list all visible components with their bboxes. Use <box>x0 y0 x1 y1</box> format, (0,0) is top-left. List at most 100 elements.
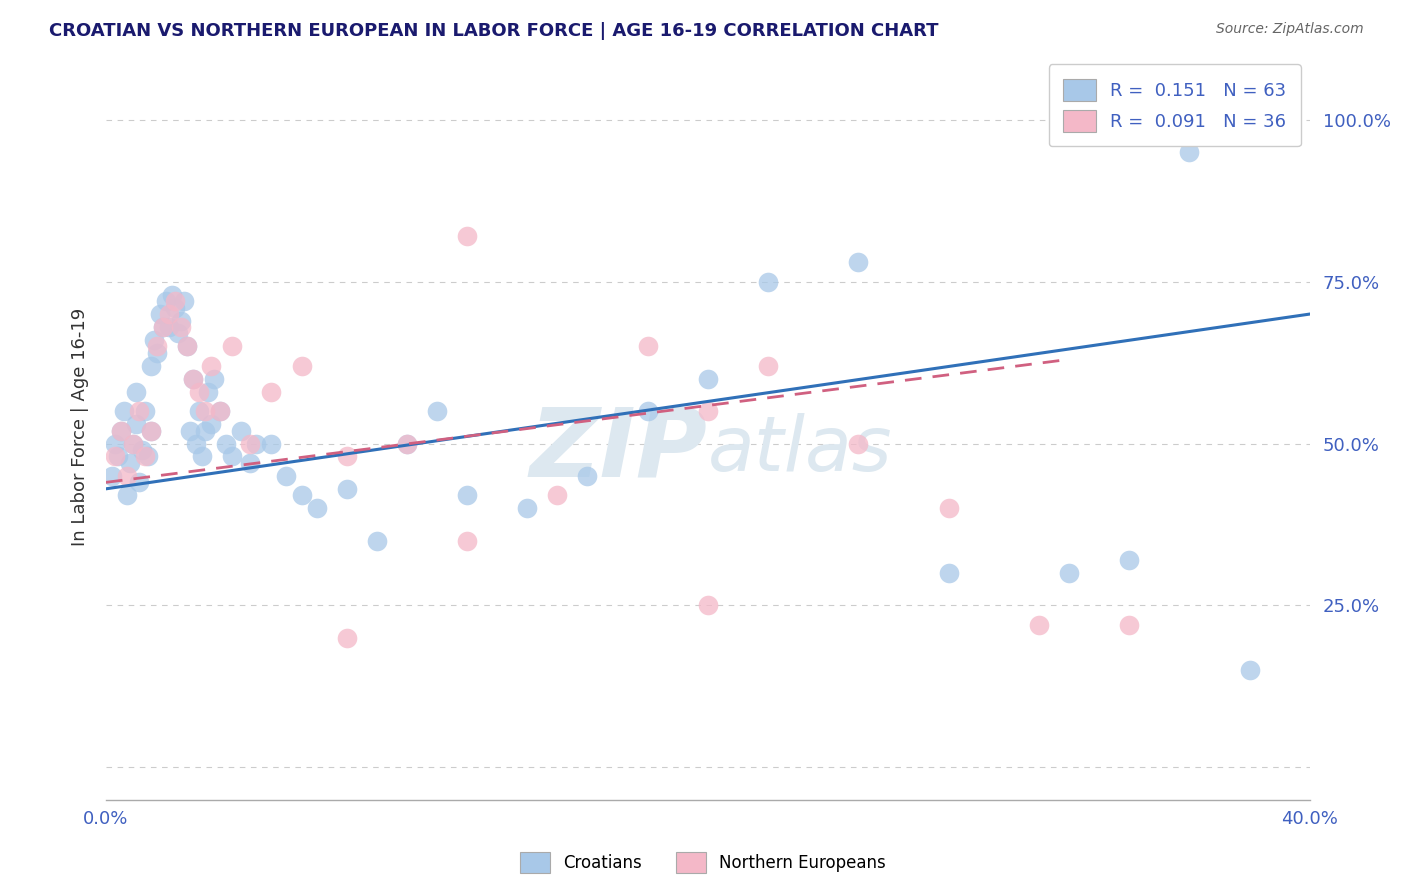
Point <box>637 339 659 353</box>
Point <box>456 229 478 244</box>
Point <box>756 275 779 289</box>
Point <box>576 468 599 483</box>
Point <box>188 404 211 418</box>
Point <box>152 320 174 334</box>
Point <box>155 294 177 309</box>
Point <box>139 359 162 373</box>
Point <box>149 307 172 321</box>
Point <box>157 320 180 334</box>
Point <box>115 468 138 483</box>
Point <box>209 404 232 418</box>
Point <box>118 456 141 470</box>
Point <box>846 255 869 269</box>
Point <box>426 404 449 418</box>
Point <box>125 417 148 431</box>
Point <box>696 372 718 386</box>
Point <box>191 450 214 464</box>
Point <box>366 533 388 548</box>
Point <box>125 384 148 399</box>
Point <box>637 404 659 418</box>
Point <box>194 404 217 418</box>
Point <box>173 294 195 309</box>
Point <box>107 450 129 464</box>
Point <box>115 488 138 502</box>
Point <box>395 436 418 450</box>
Point <box>128 475 150 490</box>
Point <box>456 533 478 548</box>
Point <box>395 436 418 450</box>
Point <box>167 326 190 341</box>
Point <box>290 359 312 373</box>
Point <box>170 313 193 327</box>
Point <box>194 424 217 438</box>
Point <box>290 488 312 502</box>
Point <box>215 436 238 450</box>
Point <box>276 468 298 483</box>
Point <box>146 339 169 353</box>
Point <box>139 424 162 438</box>
Point <box>516 501 538 516</box>
Text: CROATIAN VS NORTHERN EUROPEAN IN LABOR FORCE | AGE 16-19 CORRELATION CHART: CROATIAN VS NORTHERN EUROPEAN IN LABOR F… <box>49 22 939 40</box>
Point <box>336 631 359 645</box>
Point <box>200 359 222 373</box>
Point <box>239 456 262 470</box>
Legend: Croatians, Northern Europeans: Croatians, Northern Europeans <box>513 846 893 880</box>
Point <box>260 436 283 450</box>
Point <box>143 333 166 347</box>
Point <box>179 424 201 438</box>
Point <box>101 468 124 483</box>
Point <box>181 372 204 386</box>
Point <box>336 482 359 496</box>
Point <box>221 450 243 464</box>
Point <box>128 404 150 418</box>
Point <box>110 424 132 438</box>
Point <box>165 301 187 315</box>
Text: Source: ZipAtlas.com: Source: ZipAtlas.com <box>1216 22 1364 37</box>
Point <box>336 450 359 464</box>
Point <box>188 384 211 399</box>
Point <box>221 339 243 353</box>
Point <box>1057 566 1080 580</box>
Point <box>176 339 198 353</box>
Point <box>165 294 187 309</box>
Point <box>176 339 198 353</box>
Point <box>181 372 204 386</box>
Point <box>186 436 208 450</box>
Point <box>1239 663 1261 677</box>
Point <box>546 488 568 502</box>
Point <box>239 436 262 450</box>
Legend: R =  0.151   N = 63, R =  0.091   N = 36: R = 0.151 N = 63, R = 0.091 N = 36 <box>1049 64 1301 146</box>
Point <box>152 320 174 334</box>
Point <box>260 384 283 399</box>
Point <box>846 436 869 450</box>
Point <box>756 359 779 373</box>
Point <box>136 450 159 464</box>
Point <box>170 320 193 334</box>
Point <box>231 424 253 438</box>
Point <box>696 404 718 418</box>
Point <box>139 424 162 438</box>
Point <box>131 442 153 457</box>
Point <box>110 424 132 438</box>
Point <box>112 404 135 418</box>
Point <box>209 404 232 418</box>
Point <box>305 501 328 516</box>
Point <box>202 372 225 386</box>
Point <box>134 404 156 418</box>
Point <box>245 436 267 450</box>
Text: ZIP: ZIP <box>530 403 707 496</box>
Point <box>104 450 127 464</box>
Point <box>1118 617 1140 632</box>
Point <box>200 417 222 431</box>
Text: atlas: atlas <box>707 413 893 487</box>
Point <box>696 599 718 613</box>
Point <box>938 501 960 516</box>
Point <box>1178 145 1201 160</box>
Point <box>122 436 145 450</box>
Point <box>1118 553 1140 567</box>
Point <box>938 566 960 580</box>
Point <box>1028 617 1050 632</box>
Point <box>146 346 169 360</box>
Point <box>134 450 156 464</box>
Point <box>122 436 145 450</box>
